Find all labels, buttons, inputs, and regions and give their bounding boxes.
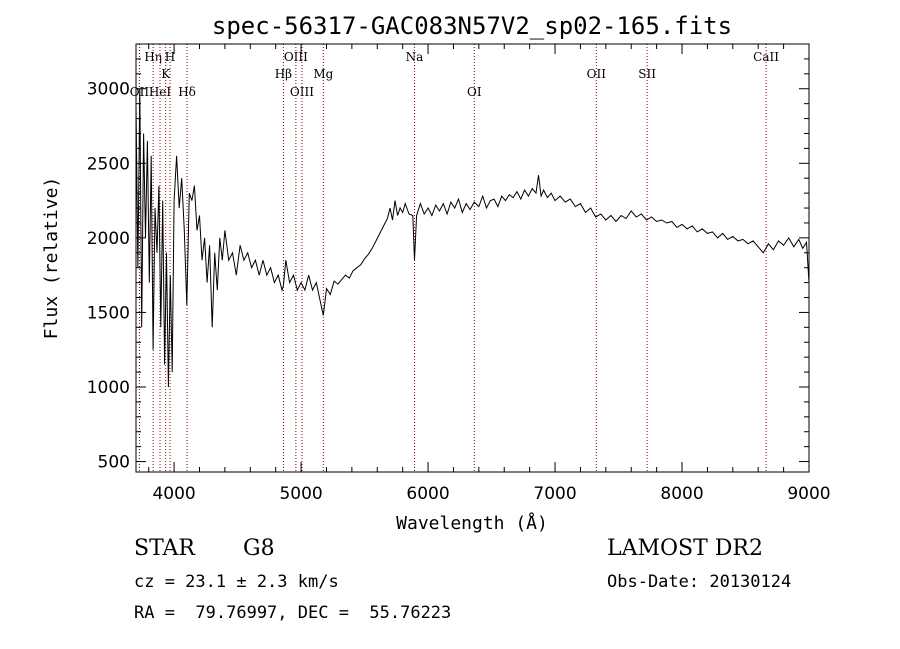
spectral-line-label: SII <box>638 67 656 81</box>
object-class: STAR <box>134 536 195 561</box>
spectrum-series <box>135 88 810 388</box>
spectral-line-label: H <box>165 50 175 64</box>
x-tick-label: 5000 <box>279 484 322 504</box>
x-axis-label: Wavelength (Å) <box>396 512 548 534</box>
coordinates: RA = 79.76997, DEC = 55.76223 <box>134 603 452 623</box>
y-axis-label: Flux (relative) <box>41 177 62 340</box>
survey-name: LAMOST DR2 <box>607 536 763 561</box>
spectral-line-label: Hδ <box>178 85 196 99</box>
chart-title: spec-56317-GAC083N57V2_sp02-165.fits <box>212 12 732 40</box>
y-tick-label: 2500 <box>87 154 130 174</box>
spectral-line-label: OIII <box>284 50 308 64</box>
y-tick-label: 2000 <box>87 229 130 249</box>
x-tick-label: 9000 <box>787 484 830 504</box>
spectral-line-label: HeI <box>149 85 172 99</box>
spectral-line-label: Mg <box>313 67 333 81</box>
spectral-line-label: OII <box>587 67 607 81</box>
redshift-velocity: cz = 23.1 ± 2.3 km/s <box>134 572 339 592</box>
spectral-line-label: OIII <box>290 85 314 99</box>
y-tick-label: 500 <box>98 453 130 473</box>
x-tick-label: 7000 <box>533 484 576 504</box>
spectral-line-label: Na <box>406 50 424 64</box>
y-tick-label: 1500 <box>87 303 130 323</box>
y-tick-label: 3000 <box>87 80 130 100</box>
observation-date: Obs-Date: 20130124 <box>607 572 792 592</box>
spectral-line-label: Hβ <box>275 67 292 81</box>
x-axis: 4000 5000 6000 7000 8000 9000 <box>148 44 831 504</box>
spectral-line-label: K <box>161 67 171 81</box>
spectral-line-label: OI <box>467 85 482 99</box>
spectrum-line <box>135 88 810 388</box>
object-subclass: G8 <box>243 536 275 561</box>
y-tick-label: 1000 <box>87 378 130 398</box>
x-tick-label: 4000 <box>152 484 195 504</box>
spectral-line-label: CaII <box>753 50 779 64</box>
x-tick-label: 6000 <box>406 484 449 504</box>
plot-frame <box>135 43 810 473</box>
y-axis: 500 1000 1500 2000 2500 3000 <box>87 43 809 473</box>
spectral-line-label: Hη <box>144 50 162 64</box>
x-tick-label: 8000 <box>660 484 703 504</box>
